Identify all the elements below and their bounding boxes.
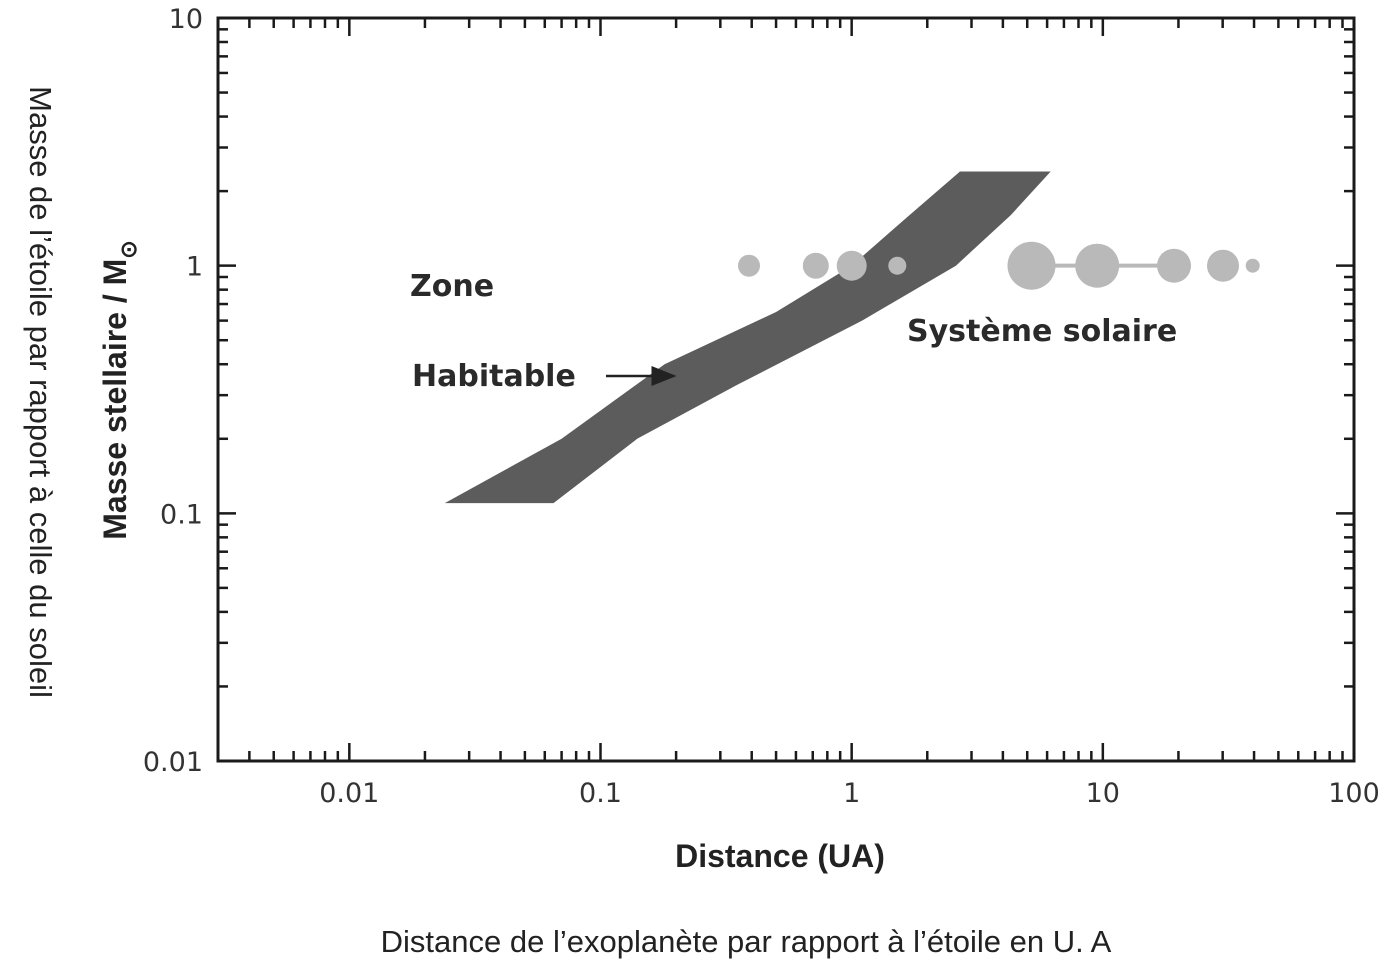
zone-label-line2: Habitable — [412, 359, 576, 394]
axis-tick-labels: 0.01 0.1 1 10 100 0.01 0.1 1 10 — [143, 4, 1380, 809]
plot-frame — [216, 16, 1356, 763]
x-tick-label: 100 — [1328, 778, 1380, 809]
planet-marker — [888, 256, 907, 275]
planet-marker — [1157, 248, 1191, 283]
x-tick-label: 0.01 — [319, 778, 379, 809]
planet-marker — [1207, 249, 1239, 282]
y-tick-label: 10 — [169, 4, 203, 35]
solar-system-planets — [738, 241, 1260, 290]
y-tick-label: 0.01 — [143, 747, 203, 778]
planet-marker — [1245, 258, 1260, 273]
y-axis-title: Masse stellaire / M⊙ — [97, 240, 141, 539]
solar-system-label: Système solaire — [907, 314, 1177, 349]
axis-ticks — [216, 16, 1354, 763]
x-axis-title: Distance (UA) — [675, 838, 885, 874]
outer-y-label: Masse de l’étoile par rapport à celle du… — [23, 86, 58, 698]
planet-marker — [802, 252, 829, 279]
planet-marker — [1007, 241, 1056, 290]
plot-area — [218, 18, 1354, 761]
zone-label-line1: Zone — [410, 269, 494, 304]
y-tick-label: 0.1 — [160, 499, 203, 530]
y-tick-label: 1 — [186, 252, 203, 283]
planet-marker — [738, 254, 760, 277]
planet-marker — [1075, 243, 1120, 288]
x-tick-label: 10 — [1086, 778, 1120, 809]
planet-marker — [836, 250, 867, 281]
x-tick-label: 0.1 — [579, 778, 622, 809]
outer-x-label: Distance de l’exoplanète par rapport à l… — [381, 924, 1112, 959]
x-tick-label: 1 — [843, 778, 860, 809]
habitable-zone-band — [444, 171, 1051, 504]
